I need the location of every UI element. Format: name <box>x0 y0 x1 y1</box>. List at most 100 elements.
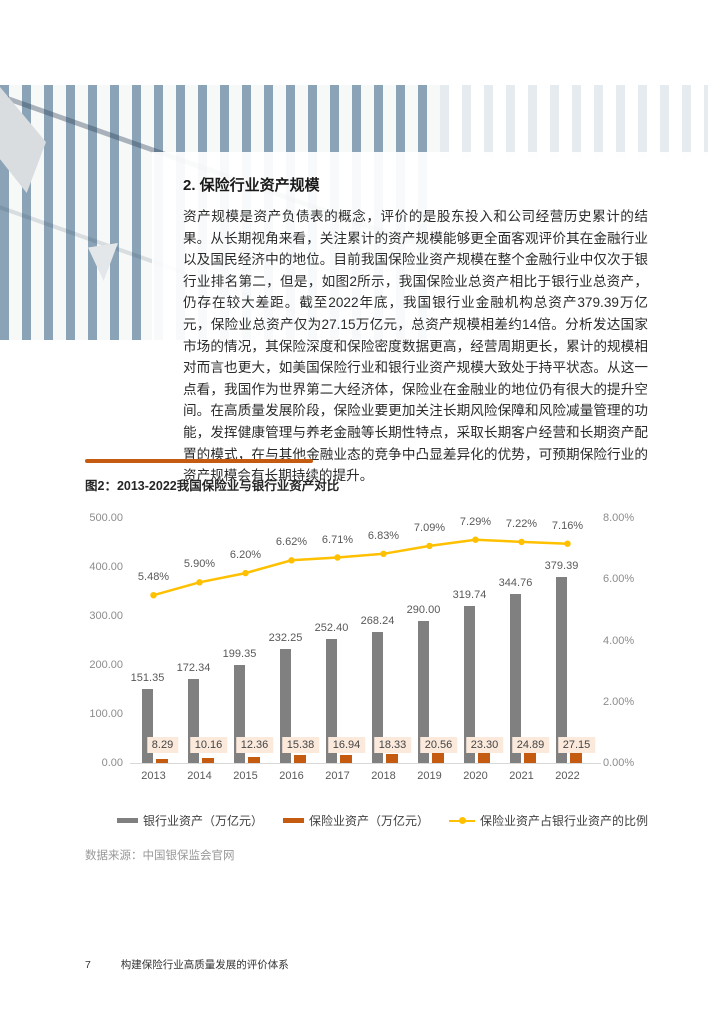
ratio-percent-label: 6.71% <box>321 533 354 546</box>
ratio-percent-label: 6.62% <box>275 536 308 549</box>
chart-legend: 银行业资产（万亿元） 保险业资产（万亿元） 保险业资产占银行业资产的比例 <box>117 812 648 829</box>
left-axis-tick-label: 200.00 <box>89 659 123 671</box>
legend-label-bank-assets: 银行业资产（万亿元） <box>143 814 264 828</box>
legend-item-insurance-assets: 保险业资产（万亿元） <box>283 812 429 829</box>
bar-insurance-assets <box>155 758 168 763</box>
insurance-asset-value-label: 8.29 <box>146 737 179 753</box>
x-axis-year-label: 2020 <box>463 770 488 782</box>
page-footer: 7 构建保险行业高质量发展的评价体系 <box>85 957 289 972</box>
bar-insurance-assets <box>431 752 444 763</box>
insurance-asset-value-label: 18.33 <box>373 737 412 753</box>
x-axis-year-label: 2013 <box>141 770 166 782</box>
ratio-percent-label: 7.16% <box>551 519 584 532</box>
right-axis-tick-label: 0.00% <box>603 757 635 769</box>
ratio-data-point <box>426 542 433 550</box>
x-axis-year-label: 2022 <box>555 770 580 782</box>
bar-bank-assets <box>141 688 153 763</box>
bar-insurance-assets <box>385 754 398 763</box>
bank-asset-value-label: 319.74 <box>452 589 487 602</box>
ratio-percent-label: 7.09% <box>413 521 446 534</box>
ratio-data-point <box>564 540 571 547</box>
bank-asset-value-label: 252.40 <box>314 622 349 635</box>
bar-bank-assets <box>187 678 199 763</box>
left-axis-tick-label: 400.00 <box>89 561 123 573</box>
building-photo-faded <box>440 85 708 158</box>
legend-item-bank-assets: 银行业资产（万亿元） <box>117 812 263 829</box>
bank-asset-value-label: 151.35 <box>130 671 165 684</box>
section-paragraph: 资产规模是资产负债表的概念，评价的是股东投入和公司经营历史累计的结果。从长期视角… <box>183 209 648 484</box>
bar-insurance-assets <box>201 758 214 763</box>
left-axis-tick-label: 500.00 <box>89 512 123 524</box>
bar-bank-assets <box>233 665 245 763</box>
x-axis-year-label: 2019 <box>417 770 442 782</box>
x-axis-year-label: 2017 <box>325 770 350 782</box>
ratio-data-point <box>472 536 479 543</box>
insurance-asset-value-label: 10.16 <box>189 737 228 753</box>
bar-bank-assets <box>325 639 337 763</box>
bar-bank-assets <box>417 620 429 763</box>
section-title: 2. 保险行业资产规模 <box>183 177 320 194</box>
data-source: 数据来源：中国银保监会官网 <box>85 850 235 862</box>
x-axis-year-label: 2014 <box>187 770 212 782</box>
bank-asset-value-label: 172.34 <box>176 661 211 674</box>
ratio-percent-label: 7.29% <box>459 515 492 528</box>
content-panel: 2. 保险行业资产规模 资产规模是资产负债表的概念，评价的是股东投入和公司经营历… <box>152 152 724 1024</box>
right-axis-tick-label: 2.00% <box>603 695 635 708</box>
ratio-data-point <box>150 592 157 599</box>
bank-asset-value-label: 344.76 <box>498 577 533 590</box>
left-axis-tick-label: 100.00 <box>89 708 123 720</box>
bar-bank-assets <box>555 577 567 763</box>
bank-asset-value-label: 290.00 <box>406 603 441 616</box>
x-axis-year-label: 2021 <box>509 770 534 782</box>
ratio-data-point <box>242 569 249 577</box>
x-axis-year-label: 2018 <box>371 770 396 782</box>
ratio-line-chart <box>150 536 571 599</box>
right-axis-tick-label: 4.00% <box>603 634 635 647</box>
bank-asset-value-label: 199.35 <box>222 648 257 661</box>
insurance-assets-swatch <box>283 818 305 823</box>
insurance-asset-value-label: 23.30 <box>465 737 504 753</box>
left-axis-tick-label: 300.00 <box>89 610 123 622</box>
insurance-asset-value-label: 15.38 <box>281 737 320 753</box>
insurance-asset-value-label: 20.56 <box>419 737 458 753</box>
bar-insurance-assets <box>523 750 536 763</box>
bar-insurance-assets <box>339 754 352 763</box>
bank-asset-value-label: 232.25 <box>268 632 303 645</box>
ratio-swatch-dot <box>459 817 467 824</box>
asset-comparison-chart: 500.00 400.00 300.00 200.00 100.00 0.00 8.00% 6… <box>85 498 655 794</box>
ratio-percent-label: 7.22% <box>505 517 538 530</box>
legend-label-ratio: 保险业资产占银行业资产的比例 <box>480 814 649 828</box>
x-axis-line <box>130 763 601 764</box>
bar-insurance-assets <box>293 755 306 763</box>
right-axis-tick-label: 6.00% <box>603 573 635 586</box>
ratio-line-swatch <box>449 817 476 824</box>
bar-insurance-assets <box>247 756 260 763</box>
ratio-data-point <box>518 538 525 546</box>
left-axis-tick-label: 0.00 <box>101 757 123 769</box>
insurance-asset-value-label: 12.36 <box>235 737 274 753</box>
page-number: 7 <box>85 959 91 971</box>
bar-bank-assets <box>463 606 475 763</box>
bank-asset-value-label: 379.39 <box>544 560 579 573</box>
x-axis-year-label: 2015 <box>233 770 258 782</box>
ratio-data-point <box>334 554 341 561</box>
bar-bank-assets <box>371 631 383 763</box>
bar-insurance-assets <box>477 751 490 763</box>
bank-assets-swatch <box>117 818 138 823</box>
ratio-percent-label: 5.48% <box>137 571 170 584</box>
bank-asset-value-label: 268.24 <box>360 614 395 627</box>
ratio-percent-label: 5.90% <box>183 558 216 571</box>
insurance-asset-value-label: 16.94 <box>327 737 366 753</box>
insurance-asset-value-label: 27.15 <box>557 737 596 753</box>
x-axis-year-label: 2016 <box>279 770 304 782</box>
ratio-data-point <box>380 550 387 557</box>
ratio-line <box>153 538 568 597</box>
bar-bank-assets <box>279 649 291 763</box>
ratio-data-point <box>196 579 203 586</box>
legend-item-ratio: 保险业资产占银行业资产的比例 <box>449 812 648 829</box>
insurance-asset-value-label: 24.89 <box>511 737 550 753</box>
ratio-data-point <box>288 557 295 564</box>
ratio-percent-label: 6.20% <box>229 549 262 562</box>
chart-title: 图2：2013-2022我国保险业与银行业资产对比 <box>85 479 340 493</box>
